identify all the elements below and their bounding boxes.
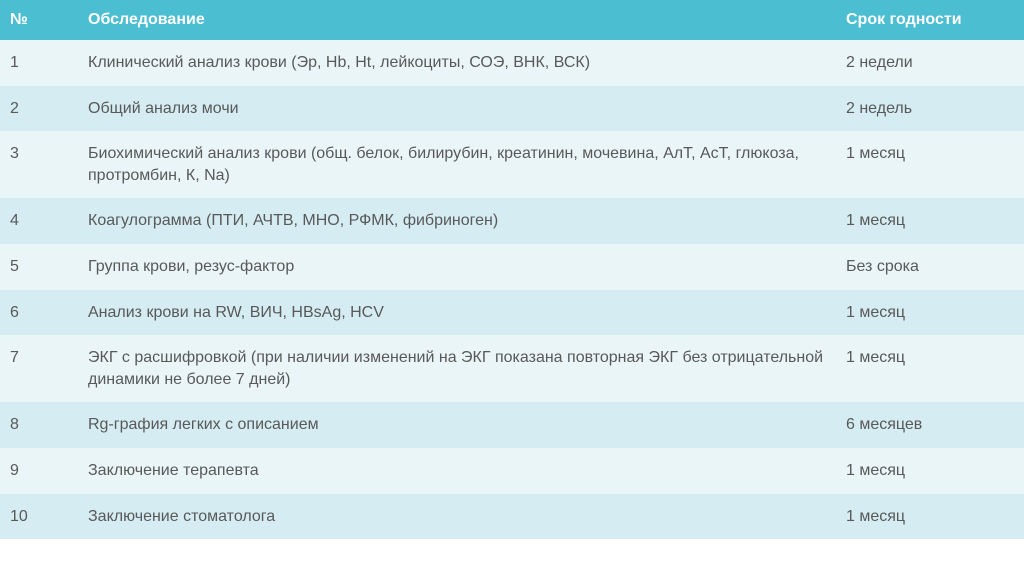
table-row: 6 Анализ крови на RW, ВИЧ, HBsAg, HCV 1 … [0,290,1024,336]
table-row: 1 Клинический анализ крови (Эр, Hb, Ht, … [0,40,1024,86]
cell-term: 2 недели [836,40,1024,86]
cell-term: Без срока [836,244,1024,290]
cell-term: 1 месяц [836,131,1024,198]
cell-num: 6 [0,290,78,336]
cell-num: 7 [0,335,78,402]
cell-term: 1 месяц [836,335,1024,402]
table-row: 3 Биохимический анализ крови (общ. белок… [0,131,1024,198]
exams-table: № Обследование Срок годности 1 Клиническ… [0,0,1024,539]
col-header-exam: Обследование [78,0,836,40]
table-row: 7 ЭКГ с расшифровкой (при наличии измене… [0,335,1024,402]
cell-exam: Общий анализ мочи [78,86,836,132]
col-header-term: Срок годности [836,0,1024,40]
cell-num: 8 [0,402,78,448]
cell-term: 1 месяц [836,494,1024,540]
cell-num: 3 [0,131,78,198]
table-body: 1 Клинический анализ крови (Эр, Hb, Ht, … [0,40,1024,539]
cell-term: 6 месяцев [836,402,1024,448]
cell-exam: Биохимический анализ крови (общ. белок, … [78,131,836,198]
cell-term: 1 месяц [836,290,1024,336]
cell-num: 5 [0,244,78,290]
table-row: 10 Заключение стоматолога 1 месяц [0,494,1024,540]
col-header-num: № [0,0,78,40]
cell-exam: Группа крови, резус-фактор [78,244,836,290]
table-row: 9 Заключение терапевта 1 месяц [0,448,1024,494]
cell-exam: ЭКГ с расшифровкой (при наличии изменени… [78,335,836,402]
cell-term: 1 месяц [836,448,1024,494]
table-row: 2 Общий анализ мочи 2 недель [0,86,1024,132]
cell-num: 4 [0,198,78,244]
cell-exam: Заключение стоматолога [78,494,836,540]
table-row: 8 Rg-графия легких с описанием 6 месяцев [0,402,1024,448]
cell-num: 1 [0,40,78,86]
cell-num: 2 [0,86,78,132]
cell-exam: Клинический анализ крови (Эр, Hb, Ht, ле… [78,40,836,86]
table-row: 5 Группа крови, резус-фактор Без срока [0,244,1024,290]
cell-term: 2 недель [836,86,1024,132]
cell-exam: Rg-графия легких с описанием [78,402,836,448]
cell-term: 1 месяц [836,198,1024,244]
table-header-row: № Обследование Срок годности [0,0,1024,40]
cell-exam: Анализ крови на RW, ВИЧ, HBsAg, HCV [78,290,836,336]
cell-num: 9 [0,448,78,494]
cell-num: 10 [0,494,78,540]
cell-exam: Заключение терапевта [78,448,836,494]
table-row: 4 Коагулограмма (ПТИ, АЧТВ, МНО, РФМК, ф… [0,198,1024,244]
cell-exam: Коагулограмма (ПТИ, АЧТВ, МНО, РФМК, фиб… [78,198,836,244]
